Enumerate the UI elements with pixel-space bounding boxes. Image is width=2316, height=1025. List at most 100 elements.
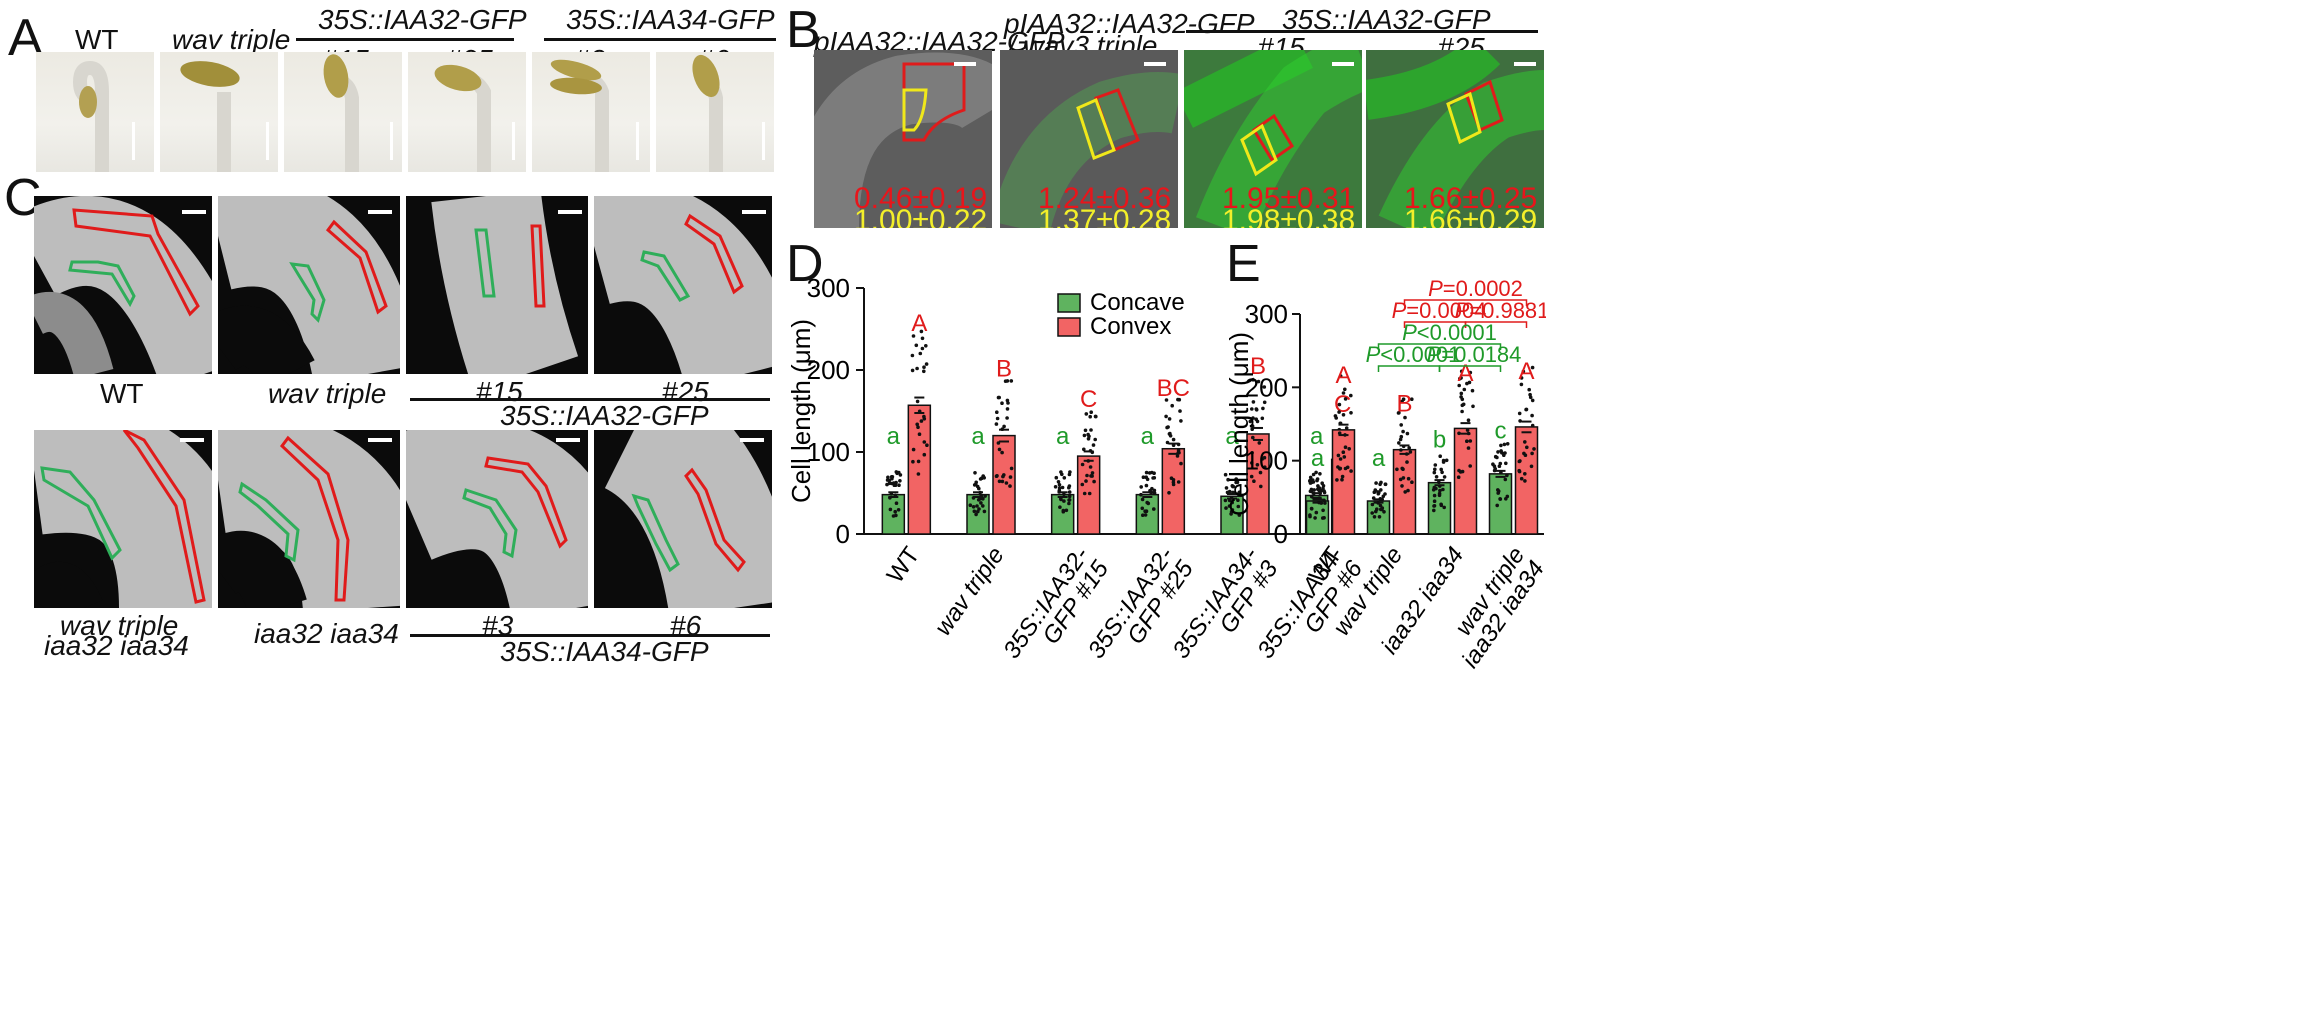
chart-d-data-point xyxy=(1315,477,1320,481)
chart-e-data-point xyxy=(1442,505,1446,510)
chart-e-data-point xyxy=(1433,463,1438,467)
chart-d-data-point xyxy=(1080,482,1085,487)
chart-e-bar-convex xyxy=(1331,429,1356,535)
chart-d-data-point xyxy=(1060,472,1064,477)
chart-d-data-point xyxy=(1314,470,1318,475)
chart-d-bar-convex xyxy=(907,404,932,535)
chart-e-data-point xyxy=(1398,477,1403,482)
chart-e-comparison-4-bracket xyxy=(1377,343,1502,350)
chart-d-data-point xyxy=(1251,435,1255,440)
chart-d-data-point xyxy=(968,503,973,507)
chart-d-data-point xyxy=(1143,513,1148,517)
chart-d-data-point xyxy=(1259,484,1263,489)
chart-d-y-tick-label: 300 xyxy=(807,273,850,303)
chart-e-data-point xyxy=(1496,488,1500,492)
chart-e-data-point xyxy=(1517,459,1522,464)
panel-c-label-iaa32-iaa34-b: iaa32 iaa34 xyxy=(254,618,399,649)
chart-e-data-point xyxy=(1401,476,1406,480)
chart-d-data-point xyxy=(1067,501,1071,506)
chart-e-data-point xyxy=(1343,387,1347,392)
chart-d-data-point xyxy=(911,447,916,452)
chart-e-data-point xyxy=(1343,397,1348,401)
chart-e-data-point xyxy=(1437,493,1442,498)
chart-d-data-point xyxy=(1261,406,1265,411)
panel-c-label-iaa32-iaa34-a: iaa32 iaa34 xyxy=(44,630,189,661)
chart-d-data-point xyxy=(997,395,1001,400)
panel-d-letter: D xyxy=(786,235,824,293)
chart-e-significance-letter: a xyxy=(1372,445,1386,472)
chart-d-data-point xyxy=(976,498,981,502)
chart-e-data-point xyxy=(1442,475,1447,479)
chart-d-data-point xyxy=(1006,401,1010,405)
chart-d-data-point xyxy=(1257,441,1262,445)
chart-d-data-point xyxy=(974,512,978,517)
chart-e-significance-letter: A xyxy=(1335,362,1351,389)
chart-d-data-point xyxy=(1164,398,1169,402)
chart-d-data-point xyxy=(918,351,923,356)
chart-e-data-point xyxy=(1528,392,1532,397)
chart-e-data-point xyxy=(1440,470,1444,475)
chart-d-data-point xyxy=(1254,407,1259,411)
chart-e-data-point xyxy=(1321,508,1325,513)
chart-e-data-point xyxy=(1345,465,1350,470)
chart-d-y-axis-label: Cell length (μm) xyxy=(786,319,816,503)
chart-d-data-point xyxy=(1139,492,1143,497)
chart-e-data-point xyxy=(1401,467,1405,471)
chart-d-data-point xyxy=(1318,472,1322,476)
sem-image-iaa32-25 xyxy=(594,196,772,374)
chart-d-data-point xyxy=(1224,486,1229,490)
seedling-photo-wt xyxy=(36,52,154,172)
chart-d-data-point xyxy=(1167,417,1172,421)
chart-e-data-point xyxy=(1495,503,1499,508)
chart-d-data-point xyxy=(890,475,895,479)
chart-d-data-point xyxy=(1308,475,1313,480)
chart-e-data-point xyxy=(1316,484,1320,488)
chart-d-data-point xyxy=(1067,490,1072,494)
chart-e-data-point xyxy=(1379,488,1383,492)
sem-image-wav-triple-iaa32-iaa34 xyxy=(34,430,212,608)
chart-d-data-point xyxy=(885,478,890,482)
chart-e-data-point xyxy=(1434,475,1439,479)
chart-e-comparison-6-label: P=0.0184 xyxy=(1427,342,1522,367)
chart-d-data-point xyxy=(891,514,896,518)
chart-e-data-point xyxy=(1499,443,1503,448)
sem-image-iaa32-15 xyxy=(406,196,588,374)
chart-e-data-point xyxy=(1504,497,1508,501)
chart-d-data-point xyxy=(1064,508,1069,513)
chart-d-data-point xyxy=(910,368,915,373)
chart-d-data-point xyxy=(1311,472,1316,477)
chart-e-data-point xyxy=(1495,455,1499,460)
chart-d-significance-letter: B xyxy=(996,355,1012,382)
chart-d-legend-label: Concave xyxy=(1090,289,1185,316)
chart-e-data-point xyxy=(1320,488,1324,493)
chart-e-data-point xyxy=(1441,487,1445,492)
chart-e-data-point xyxy=(1530,413,1534,418)
chart-e-data-point xyxy=(1401,397,1406,401)
panel-c-label-wt: WT xyxy=(100,378,144,409)
chart-d-data-point xyxy=(1175,454,1180,458)
panel-c-label-wav-triple: wav triple xyxy=(268,378,387,409)
chart-e-significance-letter: b xyxy=(1433,426,1446,453)
fluo-red-value-4: 1.66±0.25 xyxy=(1404,182,1538,215)
chart-d-data-point xyxy=(1061,508,1066,513)
chart-d-data-point xyxy=(916,459,921,464)
chart-d-data-point xyxy=(1260,457,1265,461)
panel-b-group-rule xyxy=(1186,30,1538,33)
chart-d-data-point xyxy=(1223,498,1228,503)
chart-d-data-point xyxy=(1249,474,1254,479)
chart-d-data-point xyxy=(1167,491,1171,495)
panel-a-label-wt: WT xyxy=(75,24,119,55)
chart-d-bar-convex xyxy=(1161,447,1186,535)
chart-d-data-point xyxy=(1140,497,1145,502)
chart-d-data-point xyxy=(1053,485,1058,489)
chart-d-category-label: wav triple xyxy=(930,542,1010,641)
chart-e-data-point xyxy=(1519,376,1524,380)
chart-d-data-point xyxy=(979,501,983,505)
chart-d-data-point xyxy=(977,486,981,491)
chart-e-data-point xyxy=(1459,395,1463,399)
chart-d-data-point xyxy=(1250,451,1254,455)
chart-d-data-point xyxy=(922,417,927,421)
fluo-yellow-value-3: 1.98±0.38 xyxy=(1222,204,1356,229)
chart-d-legend-label: Convex xyxy=(1090,313,1171,340)
chart-d-significance-letter: a xyxy=(1310,423,1324,450)
